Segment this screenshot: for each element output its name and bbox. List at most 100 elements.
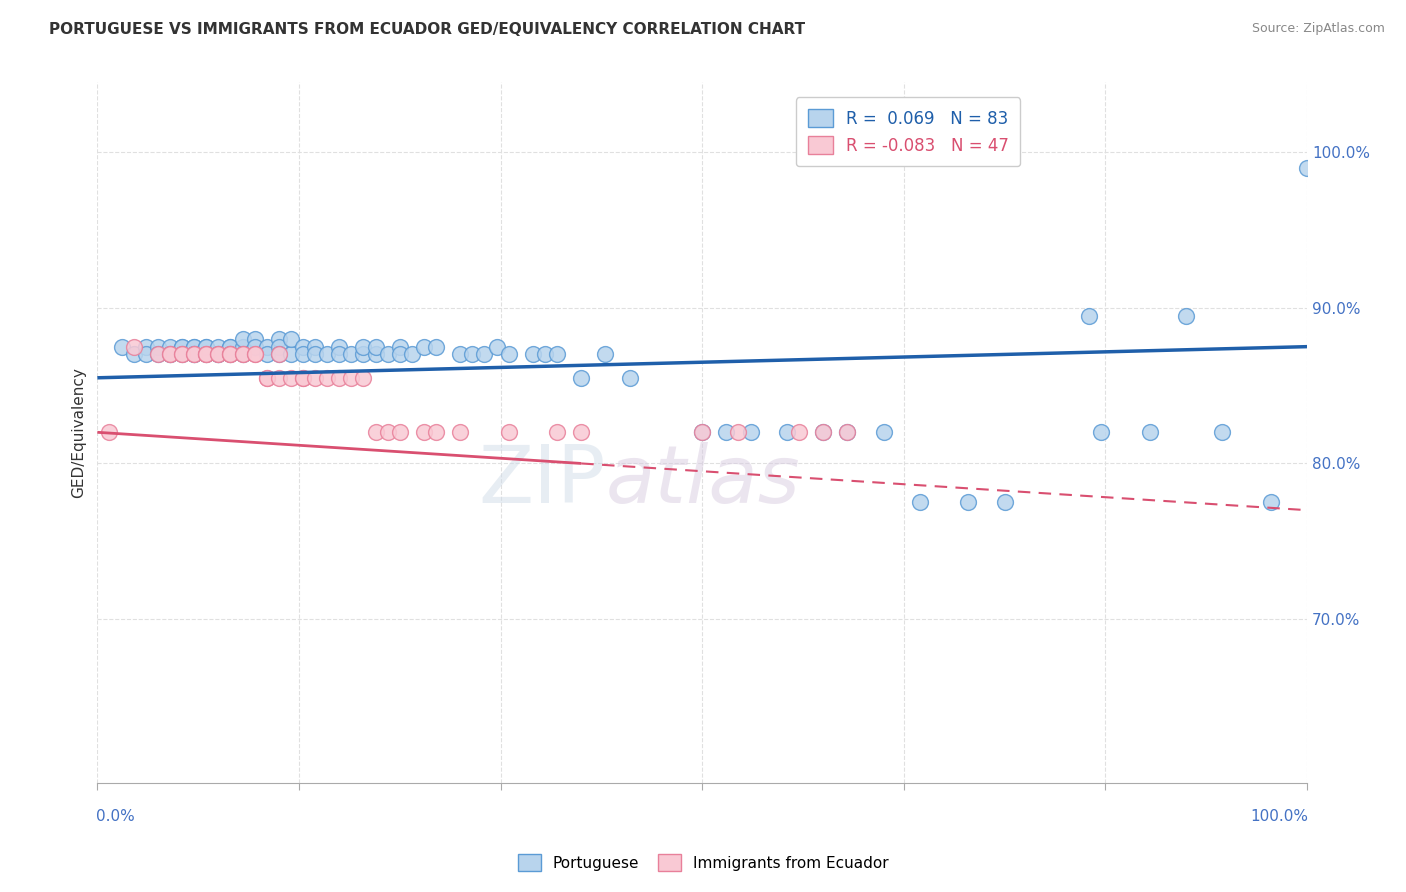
Point — [146, 347, 169, 361]
Point — [219, 340, 242, 354]
Point — [1296, 161, 1319, 175]
Point — [304, 371, 326, 385]
Point — [170, 340, 193, 354]
Point — [740, 425, 762, 440]
Point — [256, 340, 278, 354]
Point — [413, 340, 436, 354]
Point — [837, 425, 859, 440]
Point — [364, 425, 387, 440]
Point — [267, 332, 290, 346]
Point — [328, 340, 350, 354]
Point — [195, 340, 218, 354]
Point — [98, 425, 121, 440]
Point — [328, 371, 350, 385]
Point — [1090, 425, 1112, 440]
Point — [183, 347, 205, 361]
Point — [957, 495, 980, 509]
Text: Source: ZipAtlas.com: Source: ZipAtlas.com — [1251, 22, 1385, 36]
Text: 0.0%: 0.0% — [96, 809, 135, 824]
Point — [256, 371, 278, 385]
Point — [328, 347, 350, 361]
Point — [811, 425, 834, 440]
Point — [690, 425, 713, 440]
Point — [122, 347, 145, 361]
Point — [267, 347, 290, 361]
Point — [122, 340, 145, 354]
Point — [159, 347, 181, 361]
Point — [146, 347, 169, 361]
Point — [304, 347, 326, 361]
Point — [994, 495, 1017, 509]
Point — [243, 347, 266, 361]
Point — [267, 340, 290, 354]
Point — [183, 347, 205, 361]
Point — [170, 347, 193, 361]
Point — [207, 347, 229, 361]
Point — [146, 340, 169, 354]
Point — [292, 347, 315, 361]
Point — [207, 347, 229, 361]
Point — [1078, 309, 1101, 323]
Point — [267, 371, 290, 385]
Point — [595, 347, 617, 361]
Text: PORTUGUESE VS IMMIGRANTS FROM ECUADOR GED/EQUIVALENCY CORRELATION CHART: PORTUGUESE VS IMMIGRANTS FROM ECUADOR GE… — [49, 22, 806, 37]
Point — [195, 347, 218, 361]
Point — [569, 371, 592, 385]
Point — [159, 340, 181, 354]
Point — [219, 347, 242, 361]
Point — [619, 371, 641, 385]
Point — [243, 340, 266, 354]
Point — [183, 340, 205, 354]
Point — [353, 340, 375, 354]
Point — [280, 332, 302, 346]
Point — [377, 425, 399, 440]
Point — [292, 340, 315, 354]
Point — [364, 347, 387, 361]
Point — [256, 347, 278, 361]
Point — [316, 347, 339, 361]
Point — [195, 347, 218, 361]
Point — [546, 425, 568, 440]
Point — [170, 347, 193, 361]
Point — [1260, 495, 1282, 509]
Point — [280, 347, 302, 361]
Point — [195, 347, 218, 361]
Point — [183, 347, 205, 361]
Point — [231, 332, 253, 346]
Point — [316, 371, 339, 385]
Point — [727, 425, 749, 440]
Point — [413, 425, 436, 440]
Point — [690, 425, 713, 440]
Point — [170, 347, 193, 361]
Point — [449, 425, 471, 440]
Point — [231, 347, 253, 361]
Point — [776, 425, 799, 440]
Point — [135, 340, 157, 354]
Point — [340, 347, 363, 361]
Point — [401, 347, 423, 361]
Point — [135, 347, 157, 361]
Point — [219, 347, 242, 361]
Point — [195, 347, 218, 361]
Point — [231, 347, 253, 361]
Text: 100.0%: 100.0% — [1250, 809, 1308, 824]
Point — [425, 425, 447, 440]
Point — [243, 347, 266, 361]
Point — [292, 371, 315, 385]
Point — [267, 347, 290, 361]
Point — [243, 332, 266, 346]
Point — [534, 347, 557, 361]
Text: ZIP: ZIP — [478, 442, 606, 520]
Point — [304, 340, 326, 354]
Point — [183, 347, 205, 361]
Point — [183, 340, 205, 354]
Point — [498, 425, 520, 440]
Point — [522, 347, 544, 361]
Point — [207, 347, 229, 361]
Point — [461, 347, 484, 361]
Point — [280, 371, 302, 385]
Point — [377, 347, 399, 361]
Point — [569, 425, 592, 440]
Point — [219, 347, 242, 361]
Point — [159, 347, 181, 361]
